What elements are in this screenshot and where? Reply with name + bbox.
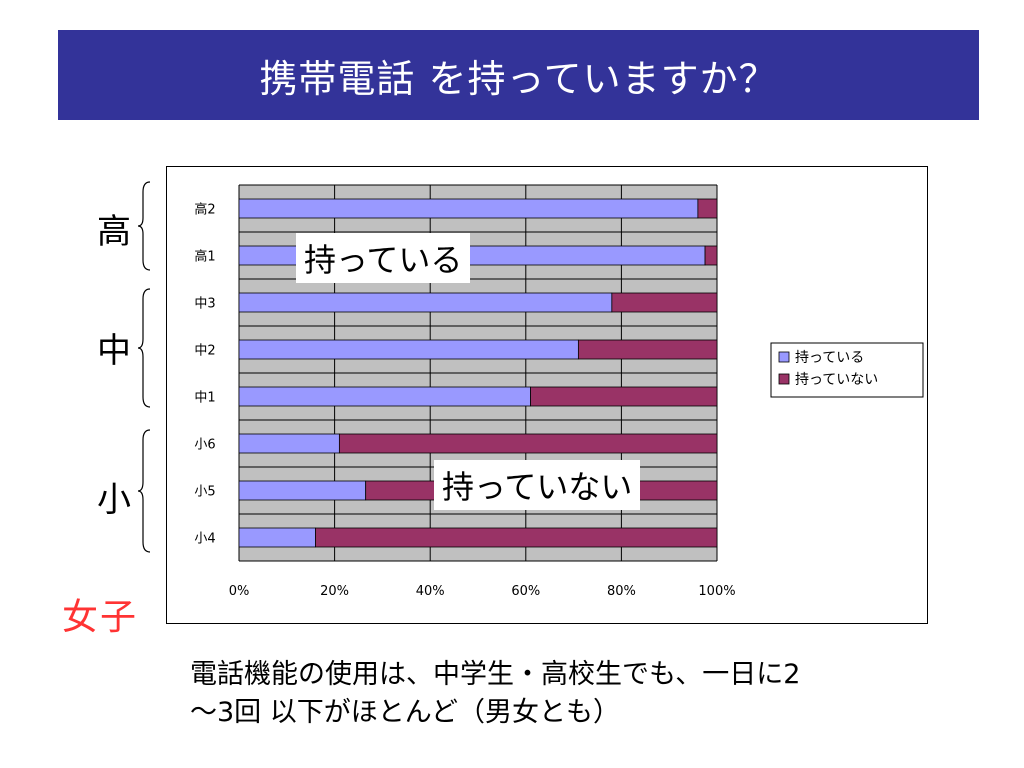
bar-not-have [697, 198, 718, 219]
category-label: 高1 [194, 249, 215, 265]
category-label: 小6 [194, 438, 215, 453]
category-label: 高2 [194, 202, 215, 218]
bar-not-have [577, 339, 718, 360]
bar-have [238, 527, 316, 548]
bar-not-have [315, 527, 718, 548]
brace-elementary [137, 429, 151, 553]
brace-high [137, 181, 151, 271]
bar-have [238, 480, 367, 501]
footer-text: 電話機能の使用は、中学生・高校生でも、一日に2 ～3回 以下がほとんど（男女とも… [190, 656, 950, 732]
category-label: 小4 [194, 532, 215, 547]
annotation-have: 持っている [296, 233, 471, 283]
legend-swatch-not-have [778, 373, 790, 385]
bar-have [238, 433, 340, 454]
bar-have [238, 339, 579, 360]
bar-not-have [338, 433, 718, 454]
category-label: 小5 [194, 485, 215, 500]
bar-not-have [704, 245, 718, 266]
category-label: 中2 [194, 344, 215, 359]
group-label-high: 高 [97, 212, 131, 252]
gender-label: 女子 [62, 597, 139, 638]
x-tick-label: 20% [320, 584, 349, 599]
group-label-elementary: 小 [97, 480, 131, 520]
bar-have [238, 386, 531, 407]
legend-box [770, 342, 924, 398]
legend-label-not-have: 持っていない [795, 372, 878, 388]
group-label-middle: 中 [97, 331, 131, 371]
brace-middle [137, 288, 151, 408]
bar-have [238, 292, 613, 313]
annotation-not-have: 持っていない [434, 460, 641, 510]
x-tick-label: 40% [416, 584, 445, 599]
bar-not-have [611, 292, 718, 313]
legend-label-have: 持っている [795, 350, 864, 366]
x-tick-label: 0% [229, 584, 250, 599]
title-bar: 携帯電話 を持っていますか？ [58, 30, 979, 120]
page-title: 携帯電話 を持っていますか？ [259, 56, 778, 101]
bar-not-have [530, 386, 718, 407]
x-tick-label: 60% [511, 584, 540, 599]
x-tick-label: 80% [607, 584, 636, 599]
category-label: 中3 [194, 297, 215, 312]
footer-line-2: ～3回 以下がほとんど（男女とも） [190, 697, 620, 728]
legend-swatch-have [778, 351, 790, 363]
footer-line-1: 電話機能の使用は、中学生・高校生でも、一日に2 [190, 659, 801, 690]
category-label: 中1 [194, 391, 215, 406]
x-tick-label: 100% [698, 584, 735, 599]
bar-have [238, 198, 699, 219]
chart-frame: 高2 高1 中3 中2 中1 小6 小5 小4 0% 20% 40% 60% 80% 100% 持っている持… [166, 166, 928, 624]
